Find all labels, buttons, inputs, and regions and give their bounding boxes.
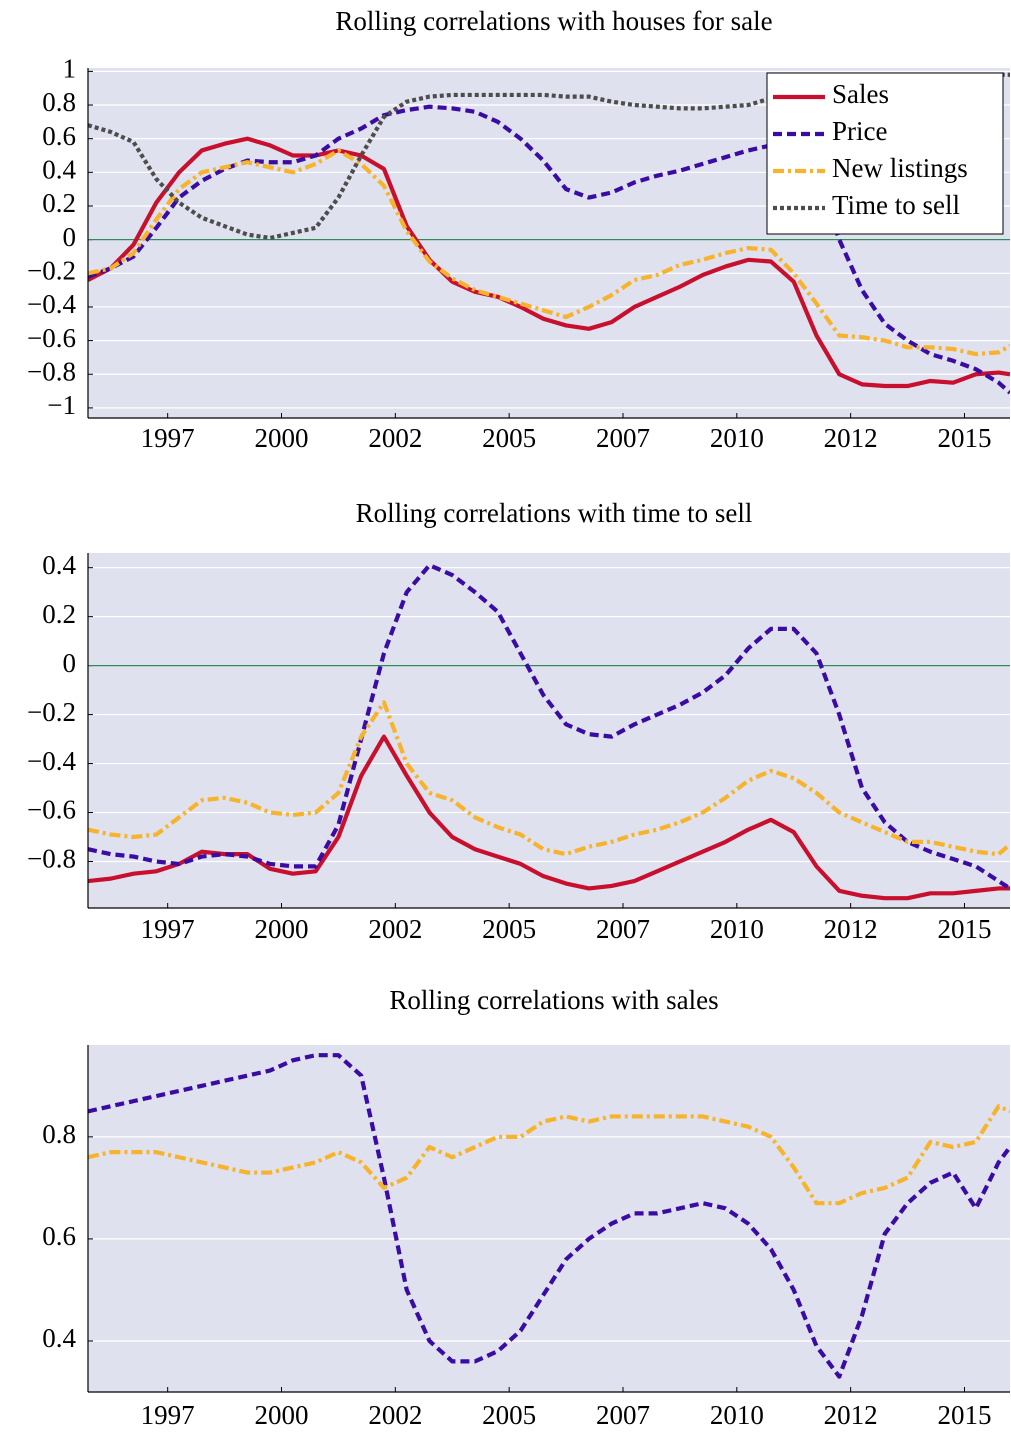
y-tick-label: 0.8 (42, 87, 76, 117)
x-tick-label: 2010 (710, 914, 764, 944)
plot-area (88, 1045, 1010, 1392)
series-line (88, 148, 1010, 357)
series-line (88, 136, 1010, 389)
chart-title: Rolling correlations with houses for sal… (335, 6, 772, 36)
x-tick-label: 2012 (824, 914, 878, 944)
chart-title: Rolling correlations with sales (389, 985, 718, 1015)
x-tick-label: 1997 (141, 423, 195, 453)
legend-label: Time to sell (832, 190, 960, 220)
y-tick-label: 0.6 (42, 121, 76, 151)
x-tick-label: 2002 (368, 1400, 422, 1430)
x-tick-label: 2002 (368, 914, 422, 944)
y-tick-label: 0.4 (42, 155, 76, 185)
x-tick-label: 2012 (824, 1400, 878, 1430)
x-tick-label: 1997 (141, 914, 195, 944)
x-tick-label: 2005 (482, 914, 536, 944)
x-tick-label: 2015 (937, 423, 991, 453)
x-tick-label: 2005 (482, 1400, 536, 1430)
x-tick-label: 2012 (824, 423, 878, 453)
y-tick-label: 0.2 (42, 599, 76, 629)
y-tick-label: −0.8 (27, 356, 76, 386)
y-tick-label: −0.2 (27, 697, 76, 727)
y-tick-label: 0.4 (42, 550, 76, 580)
y-tick-label: −0.6 (27, 323, 76, 353)
y-tick-label: −0.4 (27, 746, 76, 776)
legend: Sales Price New listings Time to sell (766, 72, 1004, 235)
x-tick-label: 2000 (255, 1400, 309, 1430)
series-line (88, 1104, 1010, 1206)
y-tick-label: −0.4 (27, 289, 76, 319)
chart-title: Rolling correlations with time to sell (356, 498, 753, 528)
x-tick-label: 2015 (937, 914, 991, 944)
series-line (88, 1053, 1010, 1379)
x-tick-label: 2007 (596, 1400, 650, 1430)
x-tick-label: 2010 (710, 423, 764, 453)
y-tick-label: 0.8 (42, 1119, 76, 1149)
y-tick-label: −0.6 (27, 795, 76, 825)
x-tick-label: 2007 (596, 423, 650, 453)
x-tick-label: 2010 (710, 1400, 764, 1430)
x-tick-label: 2015 (937, 1400, 991, 1430)
series-line (88, 72, 1010, 241)
y-tick-label: 0.2 (42, 188, 76, 218)
x-tick-label: 2002 (368, 423, 422, 453)
y-tick-label: 0.6 (42, 1221, 76, 1251)
y-tick-label: 0.4 (42, 1323, 76, 1353)
legend-label: Price (832, 116, 887, 146)
y-tick-label: 0 (63, 222, 77, 252)
x-tick-label: 2000 (255, 914, 309, 944)
series-line (88, 563, 1010, 891)
series-line (88, 700, 1010, 857)
legend-box (766, 72, 1004, 235)
x-tick-label: 1997 (141, 1400, 195, 1430)
y-tick-label: 1 (63, 54, 77, 84)
x-tick-label: 2000 (255, 423, 309, 453)
x-tick-label: 2005 (482, 423, 536, 453)
y-tick-label: 0 (63, 648, 77, 678)
y-tick-label: −1 (47, 390, 76, 420)
x-tick-label: 2007 (596, 914, 650, 944)
y-tick-label: −0.2 (27, 255, 76, 285)
y-tick-label: −0.8 (27, 844, 76, 874)
legend-label: New listings (832, 153, 968, 183)
legend-label: Sales (832, 79, 889, 109)
